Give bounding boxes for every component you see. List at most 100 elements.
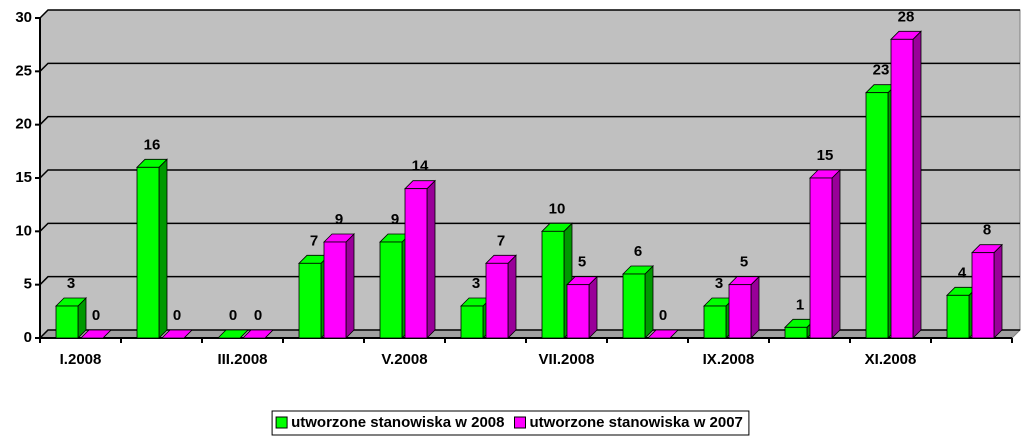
bar-side [426, 179, 436, 339]
bar-top [217, 329, 249, 339]
bar-front [460, 305, 484, 339]
bar-top [161, 329, 193, 339]
bar-top [647, 329, 679, 339]
y-tick-label: 15 [15, 169, 32, 186]
bar-front [136, 166, 160, 339]
bar-side [993, 243, 1003, 339]
value-label: 0 [254, 307, 262, 324]
bar [622, 265, 654, 339]
bar-front [55, 305, 79, 339]
grid-line [39, 329, 1020, 339]
value-label: 7 [310, 232, 318, 249]
y-tick-label: 25 [15, 62, 32, 79]
bar-front [566, 284, 590, 339]
bar [809, 169, 841, 339]
bar-front [541, 230, 565, 339]
bar-side [158, 158, 168, 339]
bar [136, 158, 168, 339]
y-tick-label: 10 [15, 222, 32, 239]
bar [541, 222, 573, 339]
bar-top [242, 329, 274, 339]
bar [404, 179, 436, 339]
x-tick-label: V.2008 [381, 351, 427, 368]
bar-front [485, 262, 509, 339]
value-label: 23 [873, 62, 890, 79]
bar-front [809, 177, 833, 339]
y-tick-label: 0 [24, 329, 32, 346]
bar-front [784, 326, 808, 339]
bar [55, 297, 87, 339]
grid-line [39, 115, 1020, 126]
value-label: 6 [634, 243, 642, 260]
value-label: 3 [67, 275, 75, 292]
bar [80, 329, 112, 339]
value-label: 4 [958, 264, 967, 281]
value-label: 14 [412, 158, 429, 175]
value-label: 0 [173, 307, 181, 324]
x-tick-label: I.2008 [60, 351, 102, 368]
value-label: 28 [898, 8, 915, 25]
bar-front [890, 38, 914, 339]
grid-line [39, 275, 1020, 286]
value-label: 0 [92, 307, 100, 324]
value-label: 3 [715, 275, 723, 292]
value-label: 0 [659, 307, 667, 324]
value-label: 3 [472, 275, 480, 292]
value-label: 5 [740, 254, 748, 271]
bar-side [345, 233, 355, 339]
value-label: 9 [391, 211, 399, 228]
bar-side [750, 275, 760, 339]
value-label: 5 [578, 254, 586, 271]
value-label: 8 [983, 222, 991, 239]
bar-side [507, 254, 517, 339]
bar [485, 254, 517, 339]
legend-swatch [275, 416, 288, 429]
bar [217, 329, 249, 339]
bar-front [946, 294, 970, 339]
bar-side [588, 275, 598, 339]
y-tick-label: 20 [15, 116, 32, 133]
x-tick-label: XI.2008 [865, 351, 917, 368]
legend-box [271, 410, 750, 436]
bar [161, 329, 193, 339]
bar [242, 329, 274, 339]
x-tick-label: III.2008 [217, 351, 267, 368]
grid-line [39, 62, 1020, 72]
value-label: 1 [796, 296, 804, 313]
bar-side [644, 265, 654, 339]
legend-swatch [514, 416, 526, 429]
bar [971, 243, 1003, 339]
value-label: 16 [144, 136, 161, 153]
bar-top [80, 329, 112, 339]
value-label: 9 [335, 211, 343, 228]
bar-side [831, 169, 841, 339]
y-tick-label: 5 [24, 276, 32, 293]
grid-line [39, 9, 1020, 19]
bar-front [728, 284, 752, 339]
bar [566, 275, 598, 339]
bar [323, 233, 355, 339]
bar-front [379, 241, 403, 339]
bar-front [971, 252, 995, 339]
bar-front [865, 92, 889, 339]
grid-line [39, 222, 1020, 232]
x-tick-label: IX.2008 [703, 351, 755, 368]
bar [647, 329, 679, 339]
bar-front [703, 305, 727, 339]
legend: utworzone stanowiska w 2008 utworzone sta… [271, 410, 750, 436]
grid-line [39, 169, 1020, 179]
bar-front [622, 273, 646, 339]
bar [890, 30, 922, 339]
legend-label: utworzone stanowiska w 2007 [530, 414, 743, 431]
value-label: 7 [497, 232, 505, 249]
bar [298, 254, 330, 339]
bar-front [323, 241, 347, 339]
value-label: 10 [549, 200, 566, 217]
bar-side [912, 30, 922, 339]
bar-front [404, 188, 428, 339]
legend-label: utworzone stanowiska w 2008 [291, 414, 504, 431]
value-label: 15 [817, 147, 834, 164]
value-label: 0 [229, 307, 237, 324]
bar-front [298, 262, 322, 339]
